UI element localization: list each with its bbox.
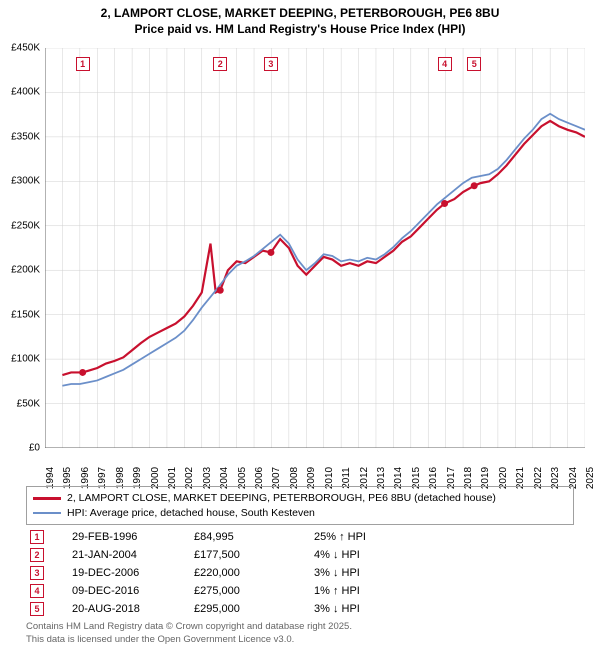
y-tick-label: £300K — [11, 176, 40, 187]
sale-date: 21-JAN-2004 — [44, 549, 194, 561]
sale-delta: 25% ↑ HPI — [314, 531, 454, 543]
legend-row-property: 2, LAMPORT CLOSE, MARKET DEEPING, PETERB… — [33, 491, 567, 506]
sale-marker-box: 2 — [30, 548, 44, 562]
y-tick-label: £250K — [11, 220, 40, 231]
title-line-2: Price paid vs. HM Land Registry's House … — [0, 22, 600, 38]
sale-row: 319-DEC-2006£220,0003% ↓ HPI — [26, 564, 574, 582]
legend-label-hpi: HPI: Average price, detached house, Sout… — [67, 506, 315, 521]
sale-marker-box: 4 — [30, 584, 44, 598]
chart-container: 2, LAMPORT CLOSE, MARKET DEEPING, PETERB… — [0, 0, 600, 650]
x-axis: 1994199519961997199819992000200120022003… — [45, 450, 585, 480]
sale-marker-4: 4 — [438, 57, 452, 71]
sales-table: 129-FEB-1996£84,99525% ↑ HPI221-JAN-2004… — [26, 528, 574, 618]
y-tick-label: £150K — [11, 309, 40, 320]
sale-marker-box: 5 — [30, 602, 44, 616]
legend-label-property: 2, LAMPORT CLOSE, MARKET DEEPING, PETERB… — [67, 491, 496, 506]
sale-marker-2: 2 — [213, 57, 227, 71]
sale-date: 29-FEB-1996 — [44, 531, 194, 543]
sale-price: £295,000 — [194, 603, 314, 615]
sale-price: £84,995 — [194, 531, 314, 543]
legend-swatch-hpi — [33, 512, 61, 514]
sale-marker-box: 1 — [30, 530, 44, 544]
sale-delta: 3% ↓ HPI — [314, 603, 454, 615]
sale-row: 409-DEC-2016£275,0001% ↑ HPI — [26, 582, 574, 600]
legend: 2, LAMPORT CLOSE, MARKET DEEPING, PETERB… — [26, 486, 574, 525]
footer-attribution: Contains HM Land Registry data © Crown c… — [26, 621, 352, 646]
y-tick-label: £0 — [29, 443, 40, 454]
footer-line-2: This data is licensed under the Open Gov… — [26, 634, 352, 646]
sale-price: £275,000 — [194, 585, 314, 597]
footer-line-1: Contains HM Land Registry data © Crown c… — [26, 621, 352, 633]
sale-date: 20-AUG-2018 — [44, 603, 194, 615]
sale-delta: 1% ↑ HPI — [314, 585, 454, 597]
plot-area: 1 2 3 4 5 — [45, 48, 585, 448]
sale-row: 129-FEB-1996£84,99525% ↑ HPI — [26, 528, 574, 546]
sale-date: 09-DEC-2016 — [44, 585, 194, 597]
sale-marker-3: 3 — [264, 57, 278, 71]
y-tick-label: £100K — [11, 354, 40, 365]
sale-price: £177,500 — [194, 549, 314, 561]
sale-row: 221-JAN-2004£177,5004% ↓ HPI — [26, 546, 574, 564]
y-tick-label: £350K — [11, 131, 40, 142]
chart-svg — [45, 48, 585, 448]
sale-marker-5: 5 — [467, 57, 481, 71]
sale-delta: 4% ↓ HPI — [314, 549, 454, 561]
title-line-1: 2, LAMPORT CLOSE, MARKET DEEPING, PETERB… — [0, 6, 600, 22]
legend-swatch-property — [33, 497, 61, 500]
chart-title: 2, LAMPORT CLOSE, MARKET DEEPING, PETERB… — [0, 0, 600, 37]
sale-marker-1: 1 — [76, 57, 90, 71]
sale-delta: 3% ↓ HPI — [314, 567, 454, 579]
y-tick-label: £450K — [11, 43, 40, 54]
y-axis: £0£50K£100K£150K£200K£250K£300K£350K£400… — [0, 48, 42, 448]
sale-price: £220,000 — [194, 567, 314, 579]
sale-date: 19-DEC-2006 — [44, 567, 194, 579]
x-tick-label: 2025 — [585, 467, 596, 489]
sale-marker-box: 3 — [30, 566, 44, 580]
y-tick-label: £400K — [11, 87, 40, 98]
y-tick-label: £50K — [17, 398, 40, 409]
legend-row-hpi: HPI: Average price, detached house, Sout… — [33, 506, 567, 521]
y-tick-label: £200K — [11, 265, 40, 276]
sale-row: 520-AUG-2018£295,0003% ↓ HPI — [26, 600, 574, 618]
